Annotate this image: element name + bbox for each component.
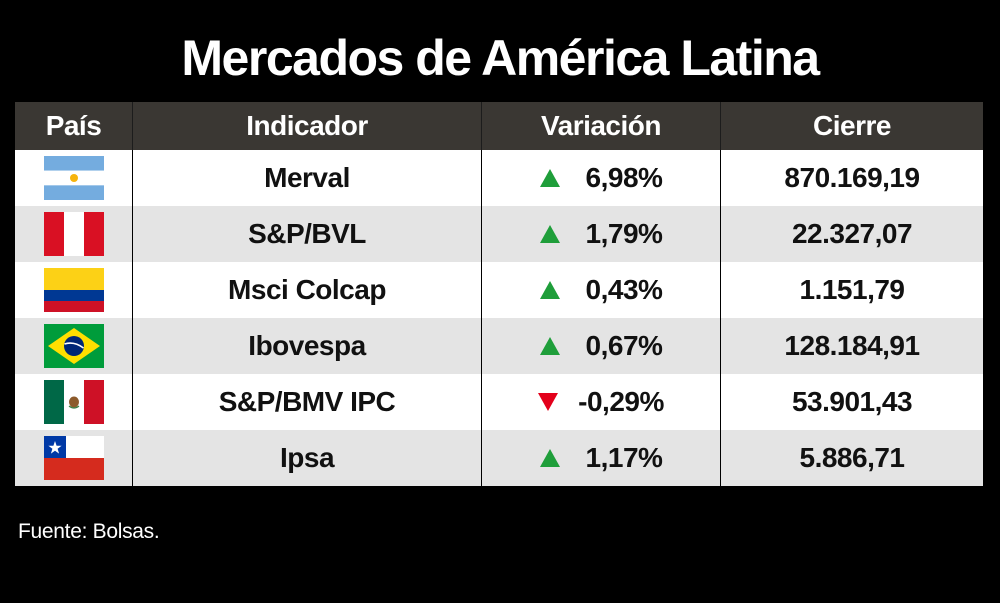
brazil-flag-icon [43,324,104,368]
table-row: Ibovespa 0,67% 128.184,91 [15,318,983,374]
triangle-up-icon [539,449,560,467]
indicator-name: Merval [132,150,481,206]
indicator-name: Ipsa [132,430,481,486]
mexico-flag-icon [43,380,104,424]
chile-flag-icon [43,436,104,480]
close-value: 870.169,19 [720,150,983,206]
table-row: S&P/BMV IPC -0,29% 53.901,43 [15,374,983,430]
table-header: País Indicador Variación Cierre [15,102,983,150]
variation-value: 1,79% [585,218,663,249]
table-row: Merval 6,98% 870.169,19 [15,150,983,206]
header-indicador: Indicador [132,102,481,150]
triangle-down-icon [538,393,559,411]
table-row: S&P/BVL 1,79% 22.327,07 [15,206,983,262]
triangle-up-icon [539,281,560,299]
triangle-up-icon [539,225,560,243]
header-variacion: Variación [481,102,720,150]
colombia-flag-icon [43,268,104,312]
triangle-up-icon [539,169,560,187]
table-row: Msci Colcap 0,43% 1.151,79 [15,262,983,318]
variation-value: -0,29% [578,386,664,417]
header-pais: País [45,110,102,141]
header-cierre: Cierre [720,102,983,150]
argentina-flag-icon [43,156,104,200]
close-value: 128.184,91 [720,318,983,374]
indicator-name: S&P/BMV IPC [132,374,481,430]
close-value: 22.327,07 [720,206,983,262]
variation-value: 1,17% [585,442,663,473]
close-value: 5.886,71 [720,430,983,486]
indicator-name: S&P/BVL [132,206,481,262]
source-note: Fuente: Bolsas. [18,520,160,543]
variation-value: 6,98% [585,162,663,193]
variation-value: 0,43% [585,274,663,305]
indicator-name: Ibovespa [132,318,481,374]
markets-table: País Indicador Variación Cierre Merval 6… [15,102,983,486]
triangle-up-icon [539,337,560,355]
variation-value: 0,67% [585,330,663,361]
table-row: Ipsa 1,17% 5.886,71 [15,430,983,486]
close-value: 53.901,43 [720,374,983,430]
peru-flag-icon [43,212,104,256]
page-title: Mercados de América Latina [181,30,820,86]
close-value: 1.151,79 [720,262,983,318]
indicator-name: Msci Colcap [132,262,481,318]
